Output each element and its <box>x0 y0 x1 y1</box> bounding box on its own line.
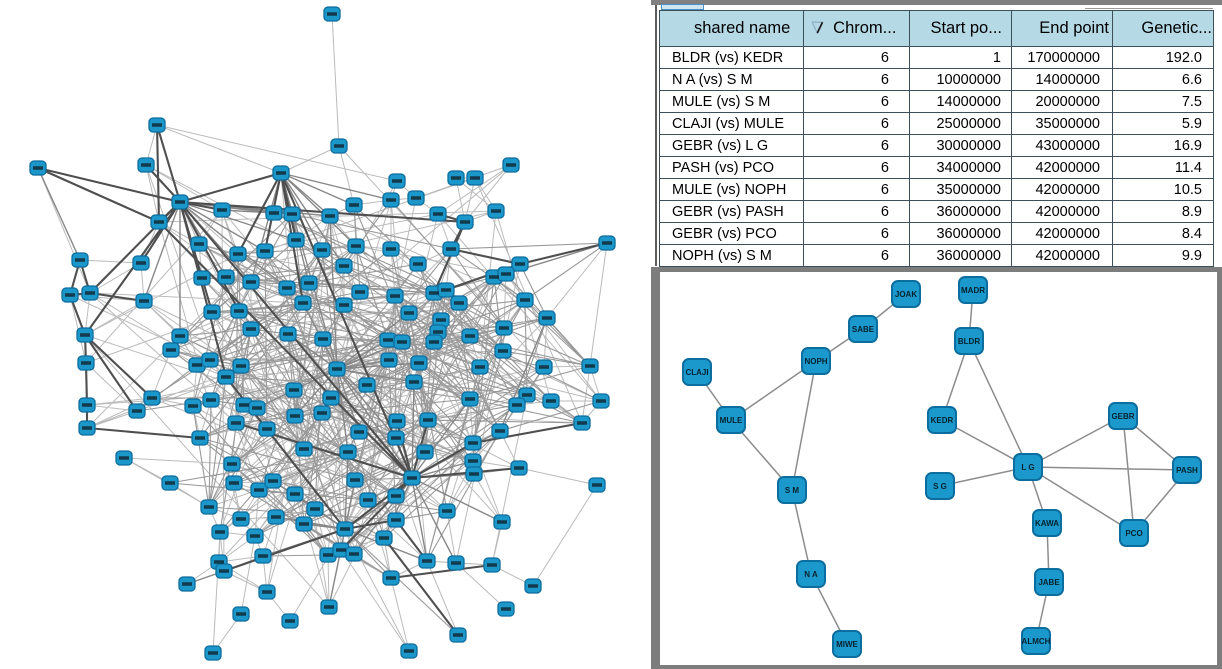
svg-text:NOPH: NOPH <box>804 357 827 366</box>
svg-text:MIWE: MIWE <box>836 640 858 649</box>
svg-text:PCO: PCO <box>1125 529 1142 538</box>
svg-text:JOAK: JOAK <box>895 290 917 299</box>
svg-text:KEDR: KEDR <box>931 416 954 425</box>
svg-text:S M: S M <box>785 486 800 495</box>
svg-text:SABE: SABE <box>852 325 875 334</box>
svg-text:BLDR: BLDR <box>958 337 980 346</box>
svg-text:KAWA: KAWA <box>1035 519 1059 528</box>
svg-text:L G: L G <box>1021 463 1034 472</box>
svg-text:N A: N A <box>804 570 818 579</box>
svg-text:JABE: JABE <box>1038 578 1060 587</box>
svg-text:ALMCH: ALMCH <box>1022 637 1051 646</box>
svg-text:GEBR: GEBR <box>1111 412 1134 421</box>
svg-text:S G: S G <box>933 482 947 491</box>
svg-text:CLAJI: CLAJI <box>685 368 708 377</box>
svg-text:MADR: MADR <box>961 286 985 295</box>
svg-text:MULE: MULE <box>720 416 743 425</box>
svg-text:PASH: PASH <box>1176 466 1198 475</box>
